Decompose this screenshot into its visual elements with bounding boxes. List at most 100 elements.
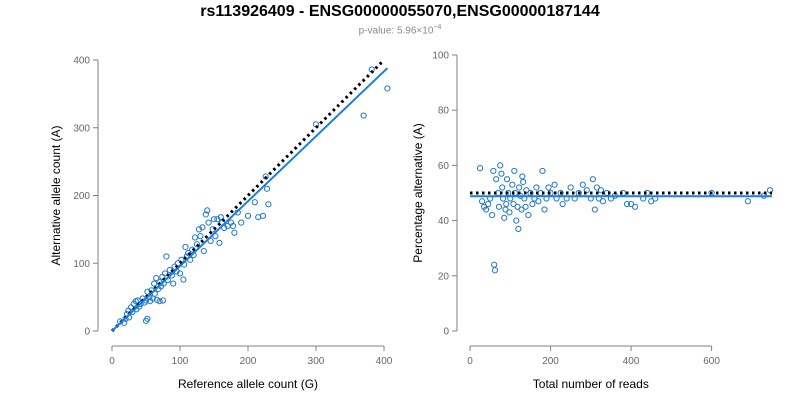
x-tick-label: 200 (240, 356, 257, 367)
y-axis-title: Alternative allele count (A) (49, 125, 63, 265)
data-point (627, 200, 635, 208)
data-point (545, 184, 552, 191)
data-point (501, 214, 508, 221)
data-point (493, 176, 500, 183)
y-axis-title: Percentage alternative (A) (411, 123, 425, 262)
data-point (503, 176, 511, 183)
x-tick-label: 300 (308, 356, 325, 367)
data-point (360, 112, 367, 119)
data-point (509, 181, 516, 188)
y-tick-label: 200 (73, 191, 90, 202)
x-tick-label: 400 (623, 356, 640, 367)
panel-percentage-alternative: 0 200 400 600 0 20 40 60 80 100 Total number of re… (411, 51, 774, 391)
data-point (485, 200, 492, 208)
data-point (200, 247, 207, 255)
data-point (499, 184, 506, 191)
data-point (533, 184, 540, 191)
data-point (519, 173, 526, 180)
data-point (597, 187, 604, 194)
data-point (583, 187, 590, 194)
data-point (535, 198, 542, 205)
data-point (648, 198, 655, 205)
data-point (163, 253, 170, 260)
data-point (514, 203, 521, 210)
data-point (513, 217, 520, 224)
data-point (170, 280, 177, 287)
y-tick-label: 100 (432, 51, 449, 62)
data-point (144, 315, 151, 322)
data-point (599, 198, 606, 205)
data-point (265, 201, 272, 208)
data-point (180, 276, 187, 283)
data-point (161, 270, 169, 277)
data-point (259, 212, 267, 219)
x-tick-label: 0 (467, 356, 473, 367)
p-value-text: p-value: 5.96×10 (358, 25, 434, 37)
data-point (263, 185, 271, 192)
data-point (766, 187, 774, 194)
data-point (539, 167, 546, 175)
data-point (515, 225, 522, 232)
data-point (476, 165, 484, 172)
y-tick-label: 20 (438, 271, 450, 282)
data-point (489, 211, 496, 219)
data-point (593, 184, 600, 191)
x-axis-title: Total number of reads (533, 377, 649, 391)
data-point (197, 233, 204, 240)
data-point (510, 200, 517, 208)
data-point (551, 181, 558, 188)
data-point (185, 249, 192, 257)
data-point (744, 198, 751, 205)
y-tick-label: 60 (438, 161, 450, 172)
data-point (199, 224, 206, 231)
x-tick-label: 400 (376, 356, 393, 367)
data-point (210, 216, 218, 223)
data-point (151, 280, 158, 287)
y-tick-label: 0 (84, 327, 90, 338)
data-point (631, 203, 639, 210)
data-point (483, 206, 490, 213)
data-point (511, 167, 518, 175)
data-point (559, 200, 566, 208)
data-point (579, 181, 586, 188)
data-point (525, 211, 532, 219)
data-point (567, 184, 574, 191)
data-point (207, 237, 214, 244)
data-point (205, 219, 212, 226)
data-point (384, 85, 391, 92)
data-point (491, 261, 498, 268)
data-point (495, 203, 503, 210)
data-point (229, 222, 237, 230)
p-value-exponent: −4 (433, 24, 442, 31)
data-point (191, 234, 199, 241)
data-point (541, 206, 548, 213)
data-point (156, 298, 163, 305)
data-point (503, 200, 510, 208)
chart-title: rs113926409 - ENSG00000055070,ENSG000001… (200, 3, 600, 20)
data-point (217, 214, 224, 221)
data-point (623, 200, 631, 208)
data-point (204, 207, 211, 214)
data-point (516, 184, 523, 191)
y-tick-label: 40 (438, 216, 450, 227)
data-point (506, 209, 513, 216)
data-point (589, 176, 596, 183)
data-point (193, 241, 201, 248)
data-point (478, 198, 486, 205)
data-point (520, 178, 527, 186)
y-tick-label: 0 (443, 327, 449, 338)
panel-allele-counts: 0 100 200 300 400 0 100 200 300 400 Reference alle… (49, 56, 393, 392)
data-point (202, 211, 209, 218)
chart-subtitle: p-value: 5.96×10−4 (0, 24, 800, 36)
x-axis-title: Reference allele count (G) (178, 377, 318, 391)
y-tick-label: 400 (73, 56, 90, 67)
y-tick-label: 300 (73, 123, 90, 134)
data-point (251, 199, 258, 206)
reference-line (110, 58, 386, 333)
x-tick-label: 100 (172, 356, 189, 367)
y-tick-label: 80 (438, 106, 450, 117)
x-tick-label: 600 (703, 356, 720, 367)
data-point (529, 200, 536, 208)
data-point (244, 212, 252, 219)
